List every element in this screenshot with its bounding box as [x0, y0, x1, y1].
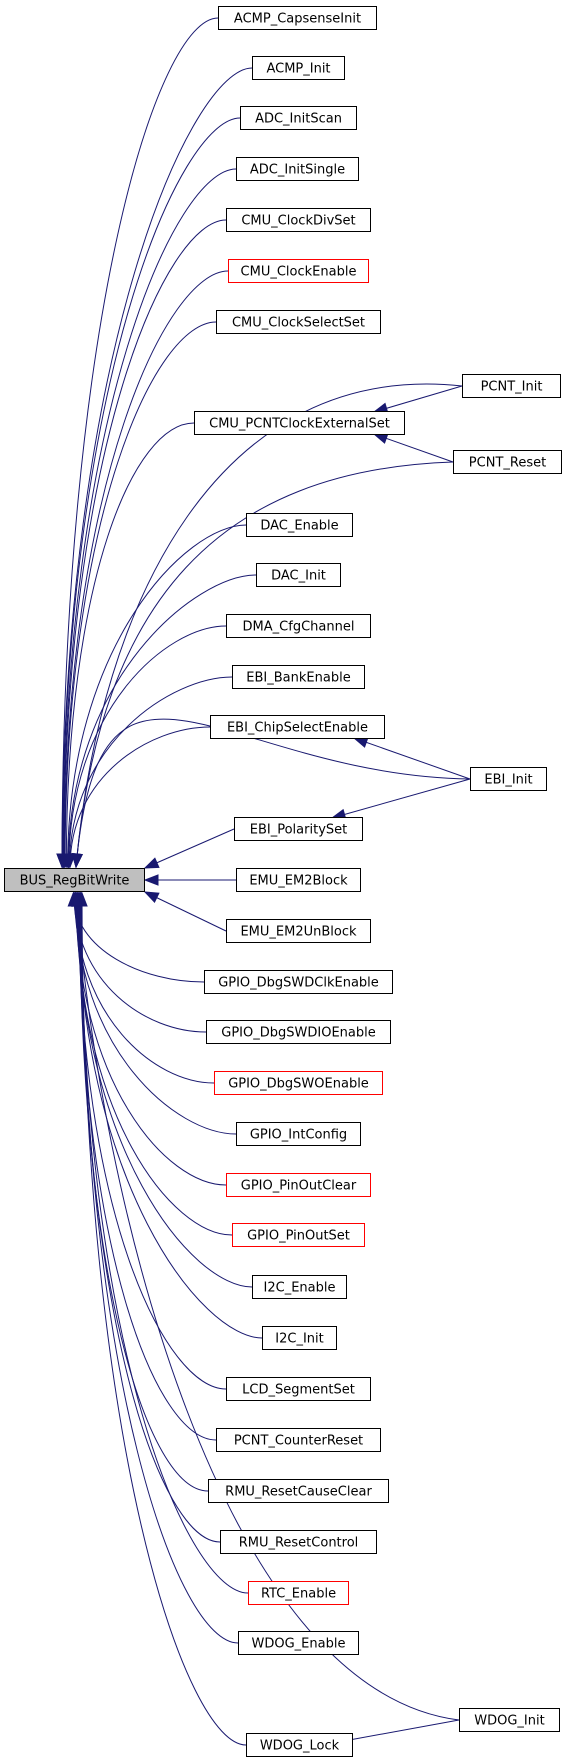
edge-gpio-dbgswdclkenable-to-bus-regbitwrite	[73, 893, 204, 982]
nodes-layer: BUS_RegBitWrite ACMP_CapsenseInit ACMP_Ini…	[5, 7, 562, 1757]
node-acmp-capsenseinit[interactable]: ACMP_CapsenseInit	[219, 7, 377, 30]
node-dac-init[interactable]: DAC_Init	[257, 564, 341, 587]
node-wdog-init[interactable]: WDOG_Init	[460, 1709, 560, 1732]
node-pcnt-reset-label: PCNT_Reset	[469, 456, 546, 471]
node-bus-regbitwrite[interactable]: BUS_RegBitWrite	[5, 869, 145, 892]
node-ebi-polarityset[interactable]: EBI_PolaritySet	[235, 818, 363, 841]
edge-lcd-segmentset-to-bus-regbitwrite	[78, 893, 226, 1389]
node-gpio-dbgswoenable-label: GPIO_DbgSWOEnable	[228, 1077, 369, 1092]
edge-cmu-clockdivset-to-bus-regbitwrite	[64, 220, 226, 867]
node-dma-cfgchannel-label: DMA_CfgChannel	[243, 620, 355, 635]
edge-emu-em2unblock-to-bus-regbitwrite-arrowhead	[145, 892, 159, 902]
node-dac-init-label: DAC_Init	[271, 569, 326, 584]
node-i2c-enable[interactable]: I2C_Enable	[253, 1276, 347, 1299]
node-i2c-init[interactable]: I2C_Init	[263, 1327, 337, 1350]
node-acmp-capsenseinit-label: ACMP_CapsenseInit	[234, 12, 361, 27]
node-wdog-lock-label: WDOG_Lock	[260, 1739, 340, 1754]
node-wdog-init-label: WDOG_Init	[474, 1714, 544, 1729]
edge-rmu-resetcauseclear-to-bus-regbitwrite	[80, 893, 208, 1491]
node-gpio-intconfig-label: GPIO_IntConfig	[250, 1128, 347, 1143]
node-pcnt-init-label: PCNT_Init	[481, 380, 543, 395]
node-wdog-enable-label: WDOG_Enable	[252, 1637, 346, 1652]
node-rtc-enable[interactable]: RTC_Enable	[249, 1582, 349, 1605]
node-rmu-resetcauseclear-label: RMU_ResetCauseClear	[225, 1485, 372, 1500]
node-acmp-init-label: ACMP_Init	[266, 62, 330, 77]
node-gpio-dbgswoenable[interactable]: GPIO_DbgSWOEnable	[215, 1072, 383, 1095]
node-emu-em2block-label: EMU_EM2Block	[249, 874, 348, 889]
node-ebi-bankenable-label: EBI_BankEnable	[246, 671, 350, 686]
node-i2c-enable-label: I2C_Enable	[264, 1281, 336, 1296]
edge-pcnt-reset-to-cmu-pcntclockexternalset-arrowhead	[374, 434, 388, 443]
node-ebi-chipselectenable-label: EBI_ChipSelectEnable	[227, 721, 368, 736]
node-cmu-clockdivset[interactable]: CMU_ClockDivSet	[227, 209, 371, 232]
edge-adc-initscan-to-bus-regbitwrite	[62, 118, 240, 867]
node-dac-enable[interactable]: DAC_Enable	[247, 514, 353, 537]
node-rmu-resetcontrol[interactable]: RMU_ResetControl	[221, 1531, 377, 1554]
node-adc-initsingle-label: ADC_InitSingle	[250, 163, 345, 178]
edge-ebi-init-to-ebi-polarityset	[332, 779, 470, 818]
edge-gpio-intconfig-to-bus-regbitwrite	[75, 893, 236, 1134]
node-gpio-dbgswdclkenable-label: GPIO_DbgSWDClkEnable	[218, 976, 379, 991]
edge-ebi-init-to-ebi-chipselectenable-arrowhead	[354, 738, 368, 747]
edge-ebi-init-to-ebi-chipselectenable	[354, 738, 470, 779]
node-wdog-lock[interactable]: WDOG_Lock	[247, 1734, 353, 1757]
node-cmu-pcntclockexternalset[interactable]: CMU_PCNTClockExternalSet	[195, 412, 405, 435]
node-ebi-chipselectenable[interactable]: EBI_ChipSelectEnable	[211, 716, 385, 739]
node-rmu-resetcauseclear[interactable]: RMU_ResetCauseClear	[209, 1480, 389, 1503]
node-i2c-init-label: I2C_Init	[275, 1332, 323, 1347]
node-gpio-pinoutclear-label: GPIO_PinOutClear	[241, 1179, 357, 1194]
node-cmu-clockselectset-label: CMU_ClockSelectSet	[232, 316, 365, 331]
edge-adc-initsingle-to-bus-regbitwrite	[63, 169, 236, 867]
edge-ebi-polarityset-to-bus-regbitwrite	[145, 829, 234, 868]
node-wdog-enable[interactable]: WDOG_Enable	[239, 1632, 359, 1655]
node-acmp-init[interactable]: ACMP_Init	[253, 57, 345, 80]
node-emu-em2unblock-label: EMU_EM2UnBlock	[240, 925, 357, 940]
node-lcd-segmentset[interactable]: LCD_SegmentSet	[227, 1378, 371, 1401]
node-pcnt-counterreset[interactable]: PCNT_CounterReset	[217, 1429, 381, 1452]
node-ebi-polarityset-label: EBI_PolaritySet	[250, 823, 347, 838]
edge-ebi-init-to-bus-regbitwrite	[76, 719, 470, 867]
edge-gpio-dbgswdioenable-to-bus-regbitwrite	[74, 893, 206, 1032]
node-dma-cfgchannel[interactable]: DMA_CfgChannel	[227, 615, 371, 638]
node-ebi-init[interactable]: EBI_Init	[471, 768, 547, 791]
edge-dma-cfgchannel-to-bus-regbitwrite	[69, 626, 226, 867]
node-cmu-clockdivset-label: CMU_ClockDivSet	[241, 214, 355, 229]
node-ebi-bankenable[interactable]: EBI_BankEnable	[233, 666, 365, 689]
node-rmu-resetcontrol-label: RMU_ResetControl	[239, 1536, 359, 1551]
edge-pcnt-init-to-cmu-pcntclockexternalset	[374, 386, 462, 412]
node-emu-em2block[interactable]: EMU_EM2Block	[237, 869, 361, 892]
edge-dac-enable-to-bus-regbitwrite	[68, 525, 246, 867]
node-ebi-init-label: EBI_Init	[484, 773, 532, 788]
node-cmu-clockenable[interactable]: CMU_ClockEnable	[229, 260, 369, 283]
edge-acmp-capsenseinit-to-bus-regbitwrite	[62, 18, 218, 867]
node-adc-initscan[interactable]: ADC_InitScan	[241, 107, 357, 130]
node-cmu-pcntclockexternalset-label: CMU_PCNTClockExternalSet	[209, 417, 390, 432]
node-cmu-clockenable-label: CMU_ClockEnable	[241, 265, 357, 280]
node-cmu-clockselectset[interactable]: CMU_ClockSelectSet	[217, 311, 381, 334]
node-adc-initscan-label: ADC_InitScan	[255, 112, 342, 127]
edge-ebi-init-to-bus-regbitwrite-arrowhead	[72, 854, 82, 867]
node-lcd-segmentset-label: LCD_SegmentSet	[242, 1383, 355, 1398]
edge-wdog-enable-to-bus-regbitwrite	[82, 893, 238, 1643]
node-bus-regbitwrite-label: BUS_RegBitWrite	[20, 874, 130, 889]
node-adc-initsingle[interactable]: ADC_InitSingle	[237, 158, 359, 181]
node-gpio-dbgswdioenable[interactable]: GPIO_DbgSWDIOEnable	[207, 1021, 391, 1044]
node-pcnt-counterreset-label: PCNT_CounterReset	[234, 1434, 363, 1449]
edge-ebi-polarityset-to-bus-regbitwrite-arrowhead	[145, 858, 159, 868]
edge-i2c-init-to-bus-regbitwrite	[78, 893, 262, 1338]
node-dac-enable-label: DAC_Enable	[260, 519, 338, 534]
node-gpio-dbgswdclkenable[interactable]: GPIO_DbgSWDClkEnable	[205, 971, 393, 994]
node-rtc-enable-label: RTC_Enable	[261, 1587, 336, 1602]
edge-pcnt-counterreset-to-bus-regbitwrite	[79, 893, 216, 1440]
node-gpio-pinoutset[interactable]: GPIO_PinOutSet	[233, 1224, 365, 1247]
node-gpio-intconfig[interactable]: GPIO_IntConfig	[237, 1123, 361, 1146]
edge-emu-em2block-to-bus-regbitwrite-arrowhead	[145, 875, 158, 885]
node-emu-em2unblock[interactable]: EMU_EM2UnBlock	[227, 920, 371, 943]
node-gpio-dbgswdioenable-label: GPIO_DbgSWDIOEnable	[221, 1026, 375, 1041]
node-gpio-pinoutset-label: GPIO_PinOutSet	[247, 1229, 350, 1244]
node-pcnt-reset[interactable]: PCNT_Reset	[454, 451, 562, 474]
node-gpio-pinoutclear[interactable]: GPIO_PinOutClear	[227, 1174, 371, 1197]
node-pcnt-init[interactable]: PCNT_Init	[463, 375, 561, 398]
